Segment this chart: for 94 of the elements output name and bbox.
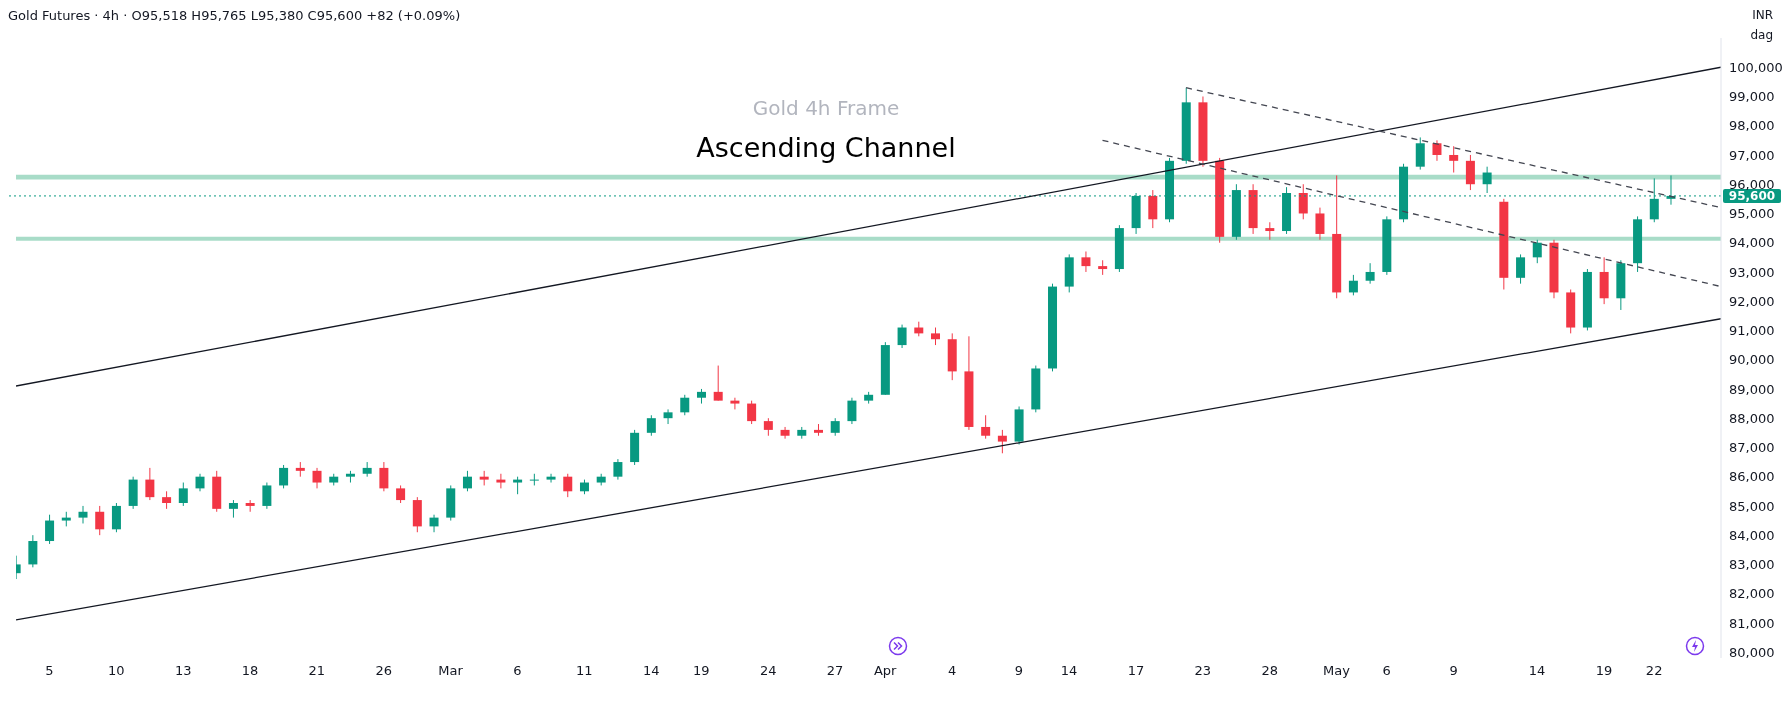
candlestick xyxy=(1516,253,1526,285)
y-tick-label: 91,000 xyxy=(1729,323,1775,339)
x-tick-label: 18 xyxy=(241,663,259,679)
x-tick-label: 13 xyxy=(174,663,192,679)
candlestick xyxy=(847,397,857,425)
candlestick xyxy=(45,514,55,545)
candlestick xyxy=(730,397,740,410)
candlestick xyxy=(1482,166,1492,194)
candlestick xyxy=(1532,239,1542,264)
candlestick xyxy=(1148,189,1158,229)
text: Gold 4h Frame xyxy=(751,96,901,120)
x-tick-label: 14 xyxy=(1060,663,1078,679)
candlestick xyxy=(28,534,38,568)
ref-line-label: 95,600 xyxy=(1728,189,1776,204)
candlestick xyxy=(496,473,506,489)
candlestick xyxy=(613,458,623,481)
x-tick-label: 5 xyxy=(45,663,54,679)
y-tick-label: 85,000 xyxy=(1729,498,1775,514)
candlestick xyxy=(897,324,907,349)
x-tick-label: 9 xyxy=(1014,663,1024,679)
y-tick-label: 97,000 xyxy=(1729,147,1775,163)
y-tick-label: 96,000 xyxy=(1729,176,1775,192)
y-tick-label: 90,000 xyxy=(1729,352,1775,368)
y-tick-label: 99,000 xyxy=(1729,89,1775,105)
candlestick xyxy=(178,482,188,507)
text: dag xyxy=(1750,28,1773,42)
x-tick-label: 17 xyxy=(1127,663,1145,679)
x-tick-label: 22 xyxy=(1645,663,1663,679)
candlestick xyxy=(262,482,272,510)
x-tick-label: 19 xyxy=(693,663,710,679)
candlestick xyxy=(997,429,1007,454)
text: INR xyxy=(1752,8,1773,22)
y-tick-label: 89,000 xyxy=(1729,381,1775,397)
x-tick-label: 6 xyxy=(513,663,522,679)
x-tick-label: 6 xyxy=(1382,663,1391,679)
candlestick xyxy=(713,365,723,402)
candlestick xyxy=(747,400,757,425)
y-tick-label: 92,000 xyxy=(1729,293,1775,309)
x-tick-label: May xyxy=(1323,663,1351,679)
x-tick-label: 4 xyxy=(947,663,957,679)
candlestick xyxy=(379,461,389,492)
candlestick xyxy=(1415,136,1425,171)
x-tick-label: 14 xyxy=(1528,663,1546,679)
y-tick-label: 100,000 xyxy=(1729,59,1783,75)
candlestick xyxy=(1449,145,1459,174)
x-tick-label: 24 xyxy=(759,663,777,679)
candlestick xyxy=(462,470,472,492)
y-tick-label: 88,000 xyxy=(1729,410,1775,426)
candlestick xyxy=(312,467,322,489)
y-tick-label: 82,000 xyxy=(1729,586,1775,602)
x-tick-label: 14 xyxy=(642,663,660,679)
candlestick xyxy=(1465,154,1475,191)
y-tick-label: 83,000 xyxy=(1729,557,1775,573)
y-tick-label: 94,000 xyxy=(1729,235,1775,251)
candlestick xyxy=(1365,262,1375,285)
y-tick-label: 81,000 xyxy=(1729,615,1775,631)
x-tick-label: 28 xyxy=(1261,663,1278,679)
y-tick-label: 84,000 xyxy=(1729,527,1775,543)
y-tick-label: 87,000 xyxy=(1729,440,1775,456)
candlestick xyxy=(646,414,656,437)
x-tick-label: Apr xyxy=(873,663,898,679)
y-tick-label: 95,000 xyxy=(1729,206,1775,222)
x-tick-label: Mar xyxy=(438,663,464,679)
y-tick-label: 93,000 xyxy=(1729,264,1775,280)
candlestick xyxy=(78,505,88,524)
x-tick-label: 21 xyxy=(308,663,326,679)
candlestick xyxy=(279,464,289,489)
candlestick xyxy=(1081,250,1091,273)
candlestick xyxy=(1348,274,1358,296)
y-tick-label: 80,000 xyxy=(1729,644,1775,660)
text: Gold Futures · 4h · O95,518 H95,765 L95,380 C95,600 +82 (+0.09%) xyxy=(8,8,461,23)
candlestick xyxy=(981,414,991,440)
x-tick-label: 27 xyxy=(826,663,844,679)
candlestick xyxy=(145,467,155,501)
candlestick xyxy=(780,426,790,440)
candlestick xyxy=(1298,183,1308,220)
candlestick xyxy=(429,514,439,533)
candlestick xyxy=(1432,139,1442,162)
candlestick xyxy=(663,408,673,425)
x-tick-label: 19 xyxy=(1595,663,1613,679)
x-tick-label: 9 xyxy=(1449,663,1458,679)
y-tick-label: 98,000 xyxy=(1729,118,1775,134)
candlestick xyxy=(95,505,105,536)
x-tick-label: 10 xyxy=(108,663,125,679)
candlestick xyxy=(546,473,556,484)
candlestick xyxy=(563,473,573,498)
x-tick-label: 11 xyxy=(576,663,593,679)
candlestick xyxy=(680,394,690,416)
candlestick xyxy=(111,502,121,533)
candlestick xyxy=(1315,207,1325,241)
x-tick-label: 23 xyxy=(1194,663,1212,679)
text: Ascending Channel xyxy=(695,132,957,163)
x-tick-label: 26 xyxy=(375,663,393,679)
y-tick-label: 86,000 xyxy=(1729,469,1775,485)
